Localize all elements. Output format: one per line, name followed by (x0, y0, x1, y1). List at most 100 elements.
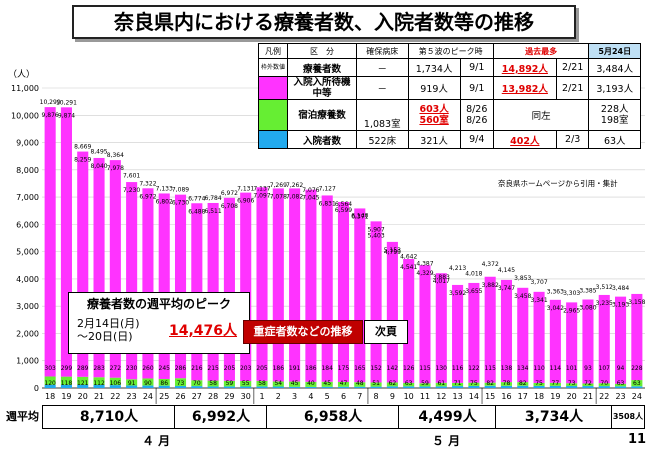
bar-hotel-label: 116 (452, 365, 464, 372)
bar-hospital-label: 59 (226, 380, 234, 387)
bar-hotel-label: 142 (387, 365, 399, 372)
bar-total-label: 4,372 (482, 261, 499, 268)
bar-segment-hotel (615, 383, 627, 387)
bar-hospital-label: 63 (617, 380, 625, 387)
legend-max: 13,982人 (492, 76, 557, 100)
bar-hotel-label: 205 (224, 365, 236, 372)
bar-segment-hotel (207, 380, 219, 387)
bar-segment-hotel (354, 382, 366, 387)
x-tick-label: 30 (241, 392, 251, 401)
legend-max-date: 2/21 (555, 76, 590, 100)
legend-header-beds: 確保病床 (356, 43, 409, 59)
bar-hotel-label: 260 (142, 365, 154, 372)
bar-segment-waiting (582, 299, 594, 384)
bar-hospital-label: 82 (519, 380, 527, 387)
bar-segment-waiting (305, 189, 317, 382)
x-tick-label: 29 (224, 392, 234, 401)
bar-segment-waiting (419, 265, 431, 384)
bar-segment-hospital (598, 386, 610, 388)
bar-waiting-label: 8,040 (90, 163, 107, 170)
x-tick-label: 6 (341, 392, 346, 401)
x-tick-label: 18 (534, 392, 544, 401)
x-tick-label: 22 (110, 392, 120, 401)
bar-waiting-label: 3,592 (449, 290, 466, 297)
bar-hotel-label: 114 (550, 365, 562, 372)
legend-category-waiting: 入院入所待機中等 (287, 76, 358, 100)
bar-hospital-label: 58 (209, 380, 217, 387)
bar-total-label: 7,262 (286, 182, 303, 189)
bar-segment-hospital (615, 386, 627, 388)
bar-segment-hospital (452, 386, 464, 388)
page-number: 11 (628, 432, 647, 447)
bar-total-label: 7,137 (253, 185, 270, 192)
month-label-may: ５ 月 (432, 434, 461, 448)
bar-segment-waiting (468, 282, 480, 383)
bar-segment-hospital (500, 385, 513, 388)
bar-segment-hospital (321, 386, 333, 388)
bar-hotel-label: 101 (566, 365, 578, 372)
legend-max-date: 2/3 (555, 130, 590, 149)
bar-hospital-label: 40 (307, 380, 315, 387)
legend-latest: 63人 (588, 130, 641, 149)
bar-hospital-label: 78 (503, 380, 511, 387)
x-tick-label: 26 (175, 392, 185, 401)
bar-total-label: 4,799 (384, 249, 401, 256)
bar-total-label: 10,299 (40, 99, 61, 106)
bar-hotel-label: 110 (533, 365, 545, 372)
bar-total-label: 3,853 (514, 275, 531, 282)
legend-header-category: 区 分 (287, 43, 358, 59)
bar-hotel-label: 299 (61, 365, 73, 372)
bar-hospital-label: 91 (128, 380, 136, 387)
bar-waiting-label: 3,158 (628, 299, 645, 306)
bar-segment-hospital (435, 386, 447, 388)
x-tick-label: 19 (61, 392, 71, 401)
bar-waiting-label: 6,802 (156, 198, 173, 205)
bar-waiting-label: 3,747 (498, 285, 515, 292)
bar-segment-hospital (109, 385, 121, 388)
bar-segment-waiting (549, 299, 561, 383)
bar-hotel-label: 272 (110, 365, 122, 372)
bar-hotel-label: 245 (159, 365, 171, 372)
bar-total-label: 7,269 (270, 182, 287, 189)
bar-hospital-label: 75 (535, 380, 543, 387)
bar-total-label: 3,707 (530, 279, 547, 286)
bar-hospital-label: 106 (110, 380, 122, 387)
bar-waiting-label: 6,831 (319, 200, 336, 207)
bar-hospital-label: 77 (552, 380, 560, 387)
legend-beds: － (356, 58, 409, 77)
bar-hospital-label: 118 (61, 380, 73, 387)
bar-segment-waiting (615, 296, 627, 384)
bar-total-label: 3,303 (563, 290, 580, 297)
bar-segment-waiting (289, 188, 301, 382)
peak-title: 療養者数の週平均のピーク (86, 297, 231, 311)
bar-segment-hotel (77, 376, 89, 385)
severe-trend-button[interactable]: 重症者数などの推移 (243, 320, 363, 344)
weekly-value: 3508人 (611, 405, 645, 429)
y-tick-label: 8,000 (16, 166, 39, 175)
bar-hospital-label: 86 (160, 380, 168, 387)
bar-hotel-label: 303 (44, 365, 56, 372)
bar-waiting-label: 9,876 (42, 112, 59, 119)
y-axis-unit: （人） (8, 70, 36, 80)
month-label-april: ４ 月 (142, 434, 171, 448)
bar-segment-hotel (484, 382, 496, 386)
bar-segment-waiting (240, 192, 252, 381)
bar-waiting-label: 6,371 (351, 213, 368, 220)
bar-segment-hotel (142, 378, 154, 386)
x-tick-label: 25 (159, 392, 169, 401)
bar-total-label: 4,213 (449, 265, 466, 272)
legend-category-patients: 療養者数 (287, 58, 358, 77)
bar-waiting-label: 3,655 (465, 288, 482, 295)
legend-category-hotel: 宿泊療養数 (287, 99, 358, 131)
bar-hospital-label: 112 (93, 380, 105, 387)
bar-segment-waiting (272, 188, 284, 382)
x-tick-label: 5 (325, 392, 330, 401)
legend-header-max: 過去最多 (492, 43, 590, 59)
bar-hotel-label: 122 (468, 365, 480, 372)
next-page-button[interactable]: 次頁 (364, 320, 408, 344)
bar-total-label: 7,076 (302, 187, 319, 194)
source-note: 奈良県ホームページから引用・集計 (498, 179, 618, 188)
bar-total-label: 3,484 (612, 285, 629, 292)
bar-segment-hospital (305, 386, 317, 388)
bar-segment-hospital (517, 385, 529, 388)
